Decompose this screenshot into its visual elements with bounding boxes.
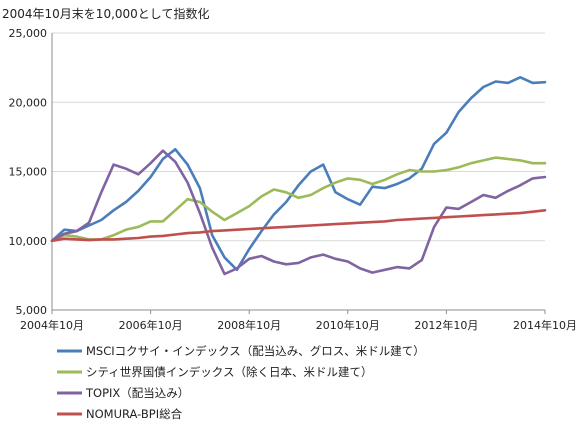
series-line-2 [50,156,547,243]
y-tick-label: 10,000 [9,235,48,248]
series-line-4 [50,209,547,243]
legend-label-2: シティ世界国債インデックス（除く日本、米ドル建て） [86,365,372,379]
y-tick-label: 15,000 [9,166,48,179]
legend-label-1: MSCIコクサイ・インデックス（配当込み、グロス、米ドル建て） [86,344,425,358]
series-line-3 [50,149,547,276]
y-tick-label: 20,000 [9,96,48,109]
x-tick-label: 2006年10月 [119,318,183,332]
chart-title: 2004年10月末を10,000として指数化 [2,6,209,21]
y-tick-label: 5,000 [16,304,48,317]
x-tick-label: 2008年10月 [217,318,281,332]
x-tick-label: 2004年10月 [20,318,84,332]
grid [52,32,545,311]
x-tick-label: 2012年10月 [414,318,478,332]
legend: MSCIコクサイ・インデックス（配当込み、グロス、米ドル建て） シティ世界国債イン… [57,344,425,421]
x-tick-label: 2014年10月 [513,318,577,332]
series-line-1 [50,76,547,272]
legend-label-4: NOMURA-BPI総合 [86,407,183,421]
axes: 5,000 10,000 15,000 20,000 25,000 2004年10月 200… [9,27,578,332]
x-tick-label: 2010年10月 [316,318,380,332]
series-lines [50,76,547,276]
y-tick-label: 25,000 [9,27,48,40]
legend-label-3: TOPIX（配当込み） [85,386,189,400]
